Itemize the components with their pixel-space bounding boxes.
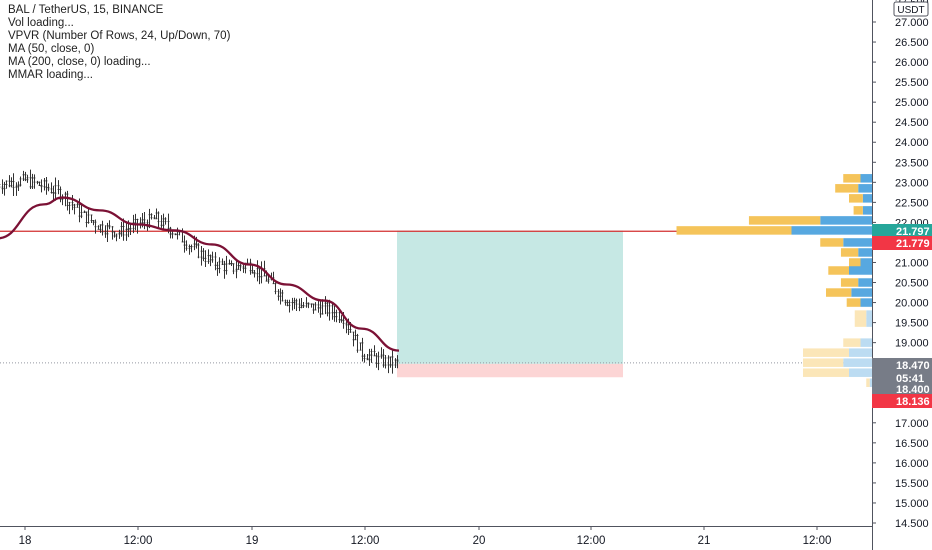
vpvr-down-bar <box>828 266 849 275</box>
legend-ma50[interactable]: MA (50, close, 0) <box>8 43 95 55</box>
currency-label: USDT <box>897 5 924 16</box>
vpvr-up-bar <box>858 278 872 287</box>
vpvr-down-bar <box>843 174 861 183</box>
legend-mmar[interactable]: MMAR loading... <box>8 69 94 81</box>
vpvr-up-bar <box>860 298 872 307</box>
vpvr-up-bar <box>820 216 872 225</box>
price-tick-label: 19.000 <box>895 338 929 350</box>
vpvr-up-bar <box>849 368 872 377</box>
price-tick-label: 24.000 <box>895 137 929 149</box>
badge-green-bg[interactable] <box>872 224 932 238</box>
vpvr-up-bar <box>860 338 872 347</box>
vpvr-up-bar <box>849 348 872 357</box>
badge-last-price-label: 18.470 <box>896 360 930 372</box>
vpvr-up-bar <box>860 258 872 267</box>
vpvr-down-bar <box>854 310 867 319</box>
price-tick-label: 17.000 <box>895 418 929 430</box>
time-tick-label: 19 <box>246 535 259 547</box>
price-axis-bg <box>872 0 932 550</box>
price-tick-label: 23.000 <box>895 177 929 189</box>
badge-red-label: 21.779 <box>896 238 930 250</box>
price-tick-label: 26.500 <box>895 37 929 49</box>
price-tick-label: 20.500 <box>895 278 929 290</box>
time-axis[interactable]: 18 12:00 19 12:00 20 12:00 21 12:00 <box>19 526 832 547</box>
vpvr-up-bar <box>791 226 872 235</box>
vpvr-down-bar <box>803 368 849 377</box>
price-tick-label: 27.000 <box>895 17 929 29</box>
vpvr-down-bar <box>853 206 863 215</box>
legend-ma200[interactable]: MA (200, close, 0) loading... <box>8 56 151 68</box>
chart-legend: BAL / TetherUS, 15, BINANCE Vol loading.… <box>8 4 230 82</box>
legend-vpvr[interactable]: VPVR (Number Of Rows, 24, Up/Down, 70) <box>8 30 231 42</box>
price-tick-label: 23.500 <box>895 157 929 169</box>
vpvr-up-bar <box>862 194 872 203</box>
price-tick-label: 26.000 <box>895 57 929 69</box>
vpvr-up-bar <box>843 358 872 367</box>
vpvr-down-bar <box>840 248 859 257</box>
vpvr-down-bar <box>748 216 821 225</box>
badge-green-label: 21.797 <box>896 226 930 238</box>
time-tick-label: 18 <box>19 535 32 547</box>
price-tick-label: 24.500 <box>895 117 929 129</box>
price-tick-label: 25.500 <box>895 77 929 89</box>
badge-red-bg[interactable] <box>872 236 932 250</box>
legend-vol[interactable]: Vol loading... <box>8 17 74 29</box>
candles <box>0 169 399 374</box>
price-tick-label: 25.000 <box>895 97 929 109</box>
vpvr-down-bar <box>820 238 844 247</box>
time-tick-label: 12:00 <box>351 535 380 547</box>
price-tick-label: 14.500 <box>895 518 929 530</box>
price-tick-label: 21.000 <box>895 257 929 269</box>
price-tick-label: 19.500 <box>895 318 929 330</box>
badge-last-price-bg[interactable] <box>872 358 932 372</box>
vpvr-up-bar <box>843 238 872 247</box>
vpvr-up-bar <box>862 206 872 215</box>
badge-grey-label: 18.400 <box>896 384 930 396</box>
vpvr-down-bar <box>676 226 792 235</box>
vpvr-up-bar <box>858 184 872 193</box>
badge-stop-bg[interactable] <box>872 394 932 408</box>
price-tick-label: 16.500 <box>895 438 929 450</box>
vpvr-down-bar <box>846 298 861 307</box>
price-tick-label: 15.000 <box>895 498 929 510</box>
vpvr-up-bar <box>858 248 872 257</box>
legend-symbol[interactable]: BAL / TetherUS, 15, BINANCE <box>8 4 164 16</box>
time-tick-label: 21 <box>698 535 711 547</box>
vpvr-down-bar <box>803 348 849 357</box>
vpvr-down-bar <box>840 278 859 287</box>
vpvr-up-bar <box>849 266 872 275</box>
vpvr-down-bar <box>835 184 859 193</box>
position-profit-zone[interactable] <box>397 230 623 364</box>
vpvr-histogram[interactable] <box>676 174 873 387</box>
vpvr-down-bar <box>843 338 861 347</box>
currency-box[interactable] <box>893 1 929 17</box>
badge-countdown-bg[interactable] <box>872 371 932 385</box>
price-tick-label: 20.000 <box>895 298 929 310</box>
vpvr-down-bar <box>803 358 844 367</box>
position-loss-zone[interactable] <box>397 363 623 378</box>
price-tick-label: 15.500 <box>895 478 929 490</box>
price-tick-label: 16.000 <box>895 458 929 470</box>
badge-grey-bg[interactable] <box>872 382 932 396</box>
time-tick-label: 12:00 <box>803 535 832 547</box>
vpvr-up-bar <box>869 378 872 387</box>
vpvr-down-bar <box>849 258 861 267</box>
badge-stop-label: 18.136 <box>896 396 930 408</box>
time-tick-label: 20 <box>473 535 486 547</box>
vpvr-up-bar <box>851 288 872 297</box>
vpvr-down-bar <box>826 288 852 297</box>
vpvr-up-bar <box>866 310 872 319</box>
vpvr-down-bar <box>854 318 867 327</box>
time-tick-label: 12:00 <box>124 535 153 547</box>
vpvr-up-bar <box>860 174 872 183</box>
vpvr-down-bar <box>866 378 870 387</box>
ma50-line[interactable] <box>0 196 400 352</box>
vpvr-up-bar <box>866 318 872 327</box>
vpvr-down-bar <box>849 194 863 203</box>
price-tick-label: 22.500 <box>895 197 929 209</box>
time-tick-label: 12:00 <box>577 535 606 547</box>
